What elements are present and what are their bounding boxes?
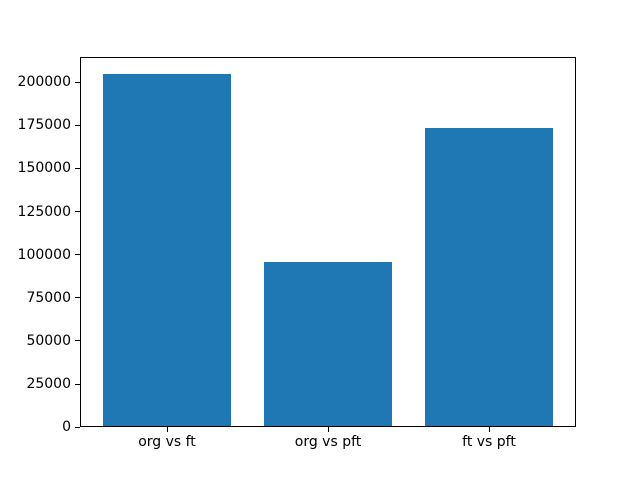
y-tick-mark [75, 124, 80, 126]
y-tick-label: 175000 [17, 117, 71, 134]
y-tick-label: 150000 [17, 160, 71, 177]
y-tick-label: 25000 [26, 376, 71, 393]
y-tick-mark [75, 426, 80, 428]
y-tick-mark [75, 340, 80, 342]
y-tick-label: 50000 [26, 332, 71, 349]
plot-area [80, 57, 576, 427]
x-tick-label: org vs pft [294, 434, 362, 451]
y-tick-mark [75, 81, 80, 83]
bar [263, 262, 393, 426]
y-tick-mark [75, 383, 80, 385]
x-tick-label: org vs ft [138, 434, 196, 451]
y-tick-label: 200000 [17, 74, 71, 91]
y-tick-label: 75000 [26, 289, 71, 306]
bar [424, 127, 554, 426]
x-tick-mark [328, 427, 329, 433]
x-tick-mark [167, 427, 168, 433]
bar [102, 74, 232, 426]
x-tick-label: ft vs pft [462, 434, 516, 451]
y-tick-mark [75, 297, 80, 299]
y-tick-label: 125000 [17, 203, 71, 220]
y-tick-label: 100000 [17, 246, 71, 263]
y-tick-mark [75, 211, 80, 212]
y-tick-label: 0 [62, 419, 71, 436]
x-tick-mark [489, 427, 490, 433]
y-tick-mark [75, 254, 80, 256]
y-tick-mark [75, 167, 80, 169]
